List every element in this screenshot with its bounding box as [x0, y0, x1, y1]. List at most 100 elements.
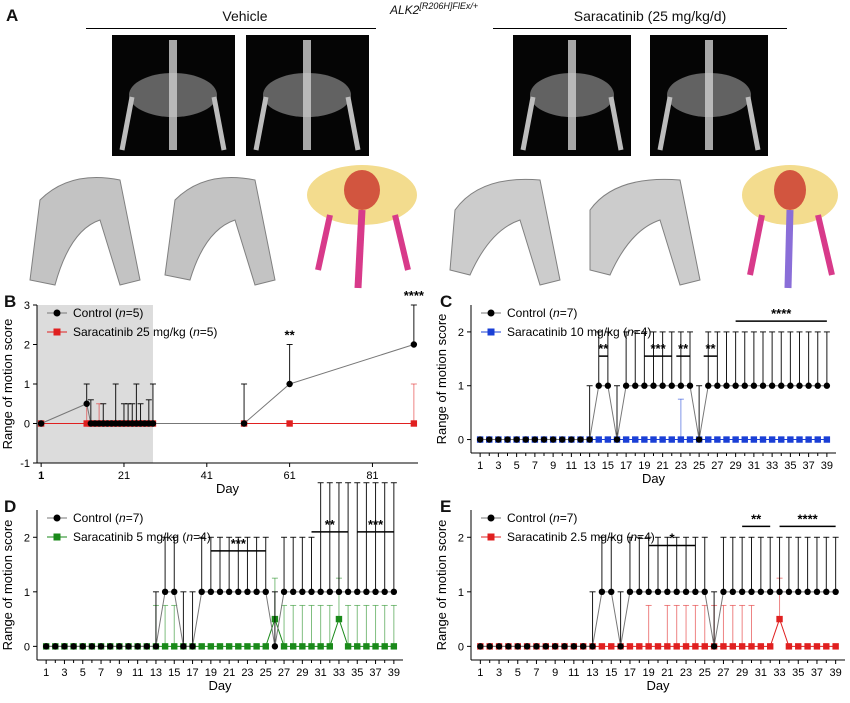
- data-point: [732, 382, 739, 389]
- data-point: [308, 588, 315, 596]
- x-tick-label: 25: [699, 667, 711, 679]
- data-point: [504, 436, 511, 443]
- data-point: [486, 643, 493, 650]
- data-point: [235, 643, 242, 650]
- data-point: [335, 588, 343, 596]
- data-point: [225, 643, 233, 650]
- y-tick-label: 2: [24, 532, 30, 544]
- x-tick-label: 39: [830, 667, 842, 679]
- significance-label: **: [705, 341, 716, 356]
- x-tick-label: 25: [260, 667, 272, 679]
- significance-label: ***: [650, 341, 666, 356]
- data-point: [52, 643, 59, 650]
- genotype-gene: ALK2: [390, 3, 420, 17]
- data-point: [559, 436, 566, 443]
- data-point: [207, 588, 215, 596]
- x-tick-label: 21: [657, 460, 669, 472]
- series-line: [46, 617, 394, 647]
- xray-image-vehicle-2: [246, 35, 369, 156]
- data-point: [540, 436, 548, 443]
- y-axis-label: Range of motion score: [434, 314, 449, 445]
- data-point: [723, 382, 730, 389]
- data-point: [344, 643, 352, 650]
- saracatinib-group-title: Saracatinib (25 mg/kg/d): [573, 8, 727, 24]
- legend-marker-saracatinib: [53, 533, 61, 541]
- legend-marker-saracatinib: [487, 328, 495, 336]
- data-point: [125, 643, 132, 650]
- x-tick-label: 29: [730, 460, 742, 472]
- x-tick-label: 3: [495, 460, 501, 472]
- data-point: [650, 382, 657, 389]
- data-point: [198, 588, 205, 596]
- x-tick-label: 19: [205, 667, 217, 679]
- series-control: [37, 304, 418, 427]
- y-tick-label: 1: [24, 379, 30, 391]
- data-point: [580, 643, 587, 650]
- data-point: [813, 643, 821, 650]
- data-point: [814, 382, 821, 389]
- x-tick-label: 29: [296, 667, 308, 679]
- data-point: [714, 382, 721, 389]
- x-tick-label: 61: [283, 470, 295, 482]
- data-point: [664, 643, 671, 650]
- data-point: [729, 588, 736, 596]
- x-tick-label: 17: [620, 460, 632, 472]
- data-point: [823, 588, 830, 596]
- data-point: [180, 643, 187, 650]
- data-point: [280, 643, 288, 650]
- legend-label-control: Control (n=5): [73, 306, 143, 320]
- data-point: [83, 400, 90, 407]
- data-point: [823, 643, 830, 650]
- x-tick-label: 37: [803, 460, 815, 472]
- x-tick-label: 31: [748, 460, 760, 472]
- data-point: [262, 643, 269, 650]
- data-point: [280, 588, 288, 596]
- significance-label: **: [678, 341, 689, 356]
- significance-label: *: [669, 530, 675, 545]
- data-point: [363, 588, 370, 596]
- data-point: [244, 588, 251, 596]
- data-point: [61, 643, 68, 650]
- data-point: [705, 382, 712, 389]
- significance-label: ****: [797, 511, 818, 526]
- legend-label-saracatinib: Saracatinib 5 mg/kg (n=4): [73, 530, 211, 544]
- data-point: [673, 588, 680, 596]
- vehicle-group-rule: [86, 28, 376, 29]
- data-point: [759, 436, 767, 443]
- data-point: [326, 588, 333, 596]
- data-point: [767, 643, 774, 650]
- x-tick-label: 15: [605, 667, 617, 679]
- data-point: [645, 643, 652, 650]
- data-point: [586, 436, 593, 443]
- series-line: [480, 385, 827, 441]
- legend-label-control: Control (n=7): [507, 511, 577, 525]
- data-point: [659, 382, 666, 389]
- data-point: [750, 436, 758, 443]
- x-tick-label: 5: [80, 667, 86, 679]
- data-point: [720, 643, 727, 650]
- data-point: [42, 643, 50, 650]
- data-point: [262, 588, 269, 596]
- y-tick-label: 1: [458, 587, 464, 599]
- x-tick-label: 31: [755, 667, 767, 679]
- data-point: [143, 643, 150, 650]
- saracatinib-group-rule: [493, 28, 787, 29]
- data-point: [682, 588, 690, 596]
- data-point: [732, 436, 739, 443]
- data-point: [632, 382, 639, 389]
- data-point: [608, 588, 615, 596]
- data-point: [664, 588, 671, 596]
- data-point: [645, 588, 652, 596]
- data-point: [714, 436, 721, 443]
- data-point: [787, 382, 794, 389]
- data-point: [235, 588, 242, 596]
- x-tick-label: 11: [568, 667, 579, 679]
- legend-label-saracatinib: Saracatinib 2.5 mg/kg (n=4): [507, 530, 655, 544]
- y-tick-label: 0: [24, 641, 30, 653]
- data-point: [514, 643, 521, 650]
- x-tick-label: 35: [351, 667, 363, 679]
- data-point: [568, 436, 575, 443]
